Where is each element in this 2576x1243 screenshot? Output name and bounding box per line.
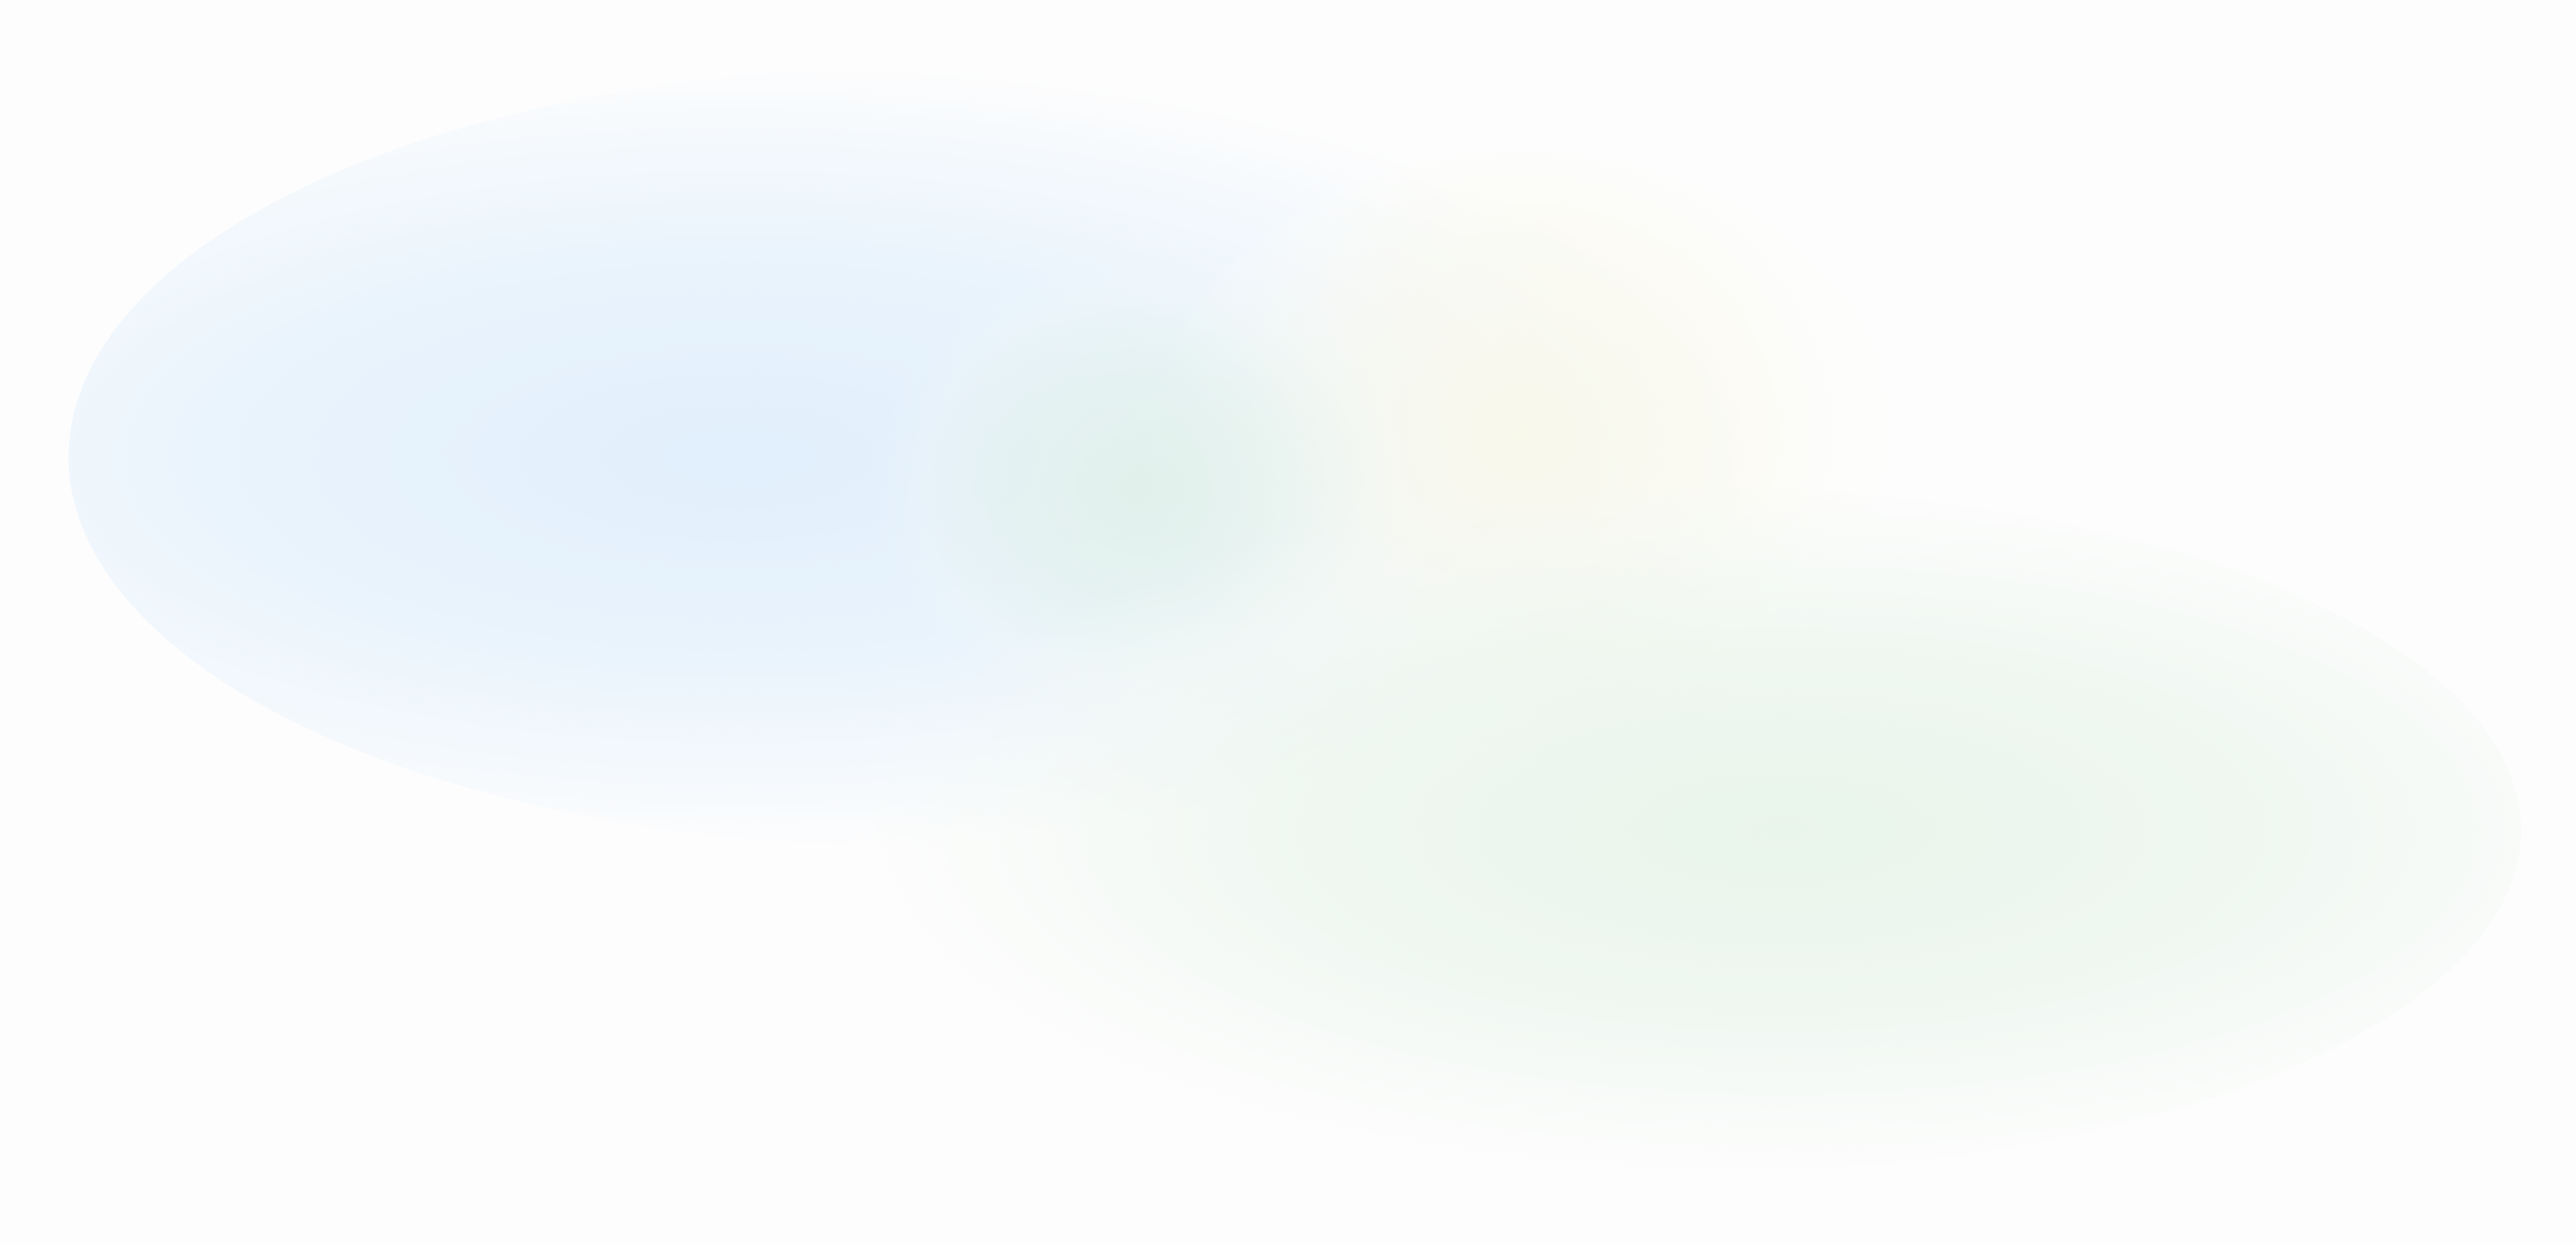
blue-glow-blob bbox=[69, 69, 1744, 845]
yellow-glow-blob bbox=[1143, 152, 1904, 777]
green-glow-blob bbox=[876, 487, 2521, 1173]
teal-glow-blob bbox=[868, 251, 1417, 724]
